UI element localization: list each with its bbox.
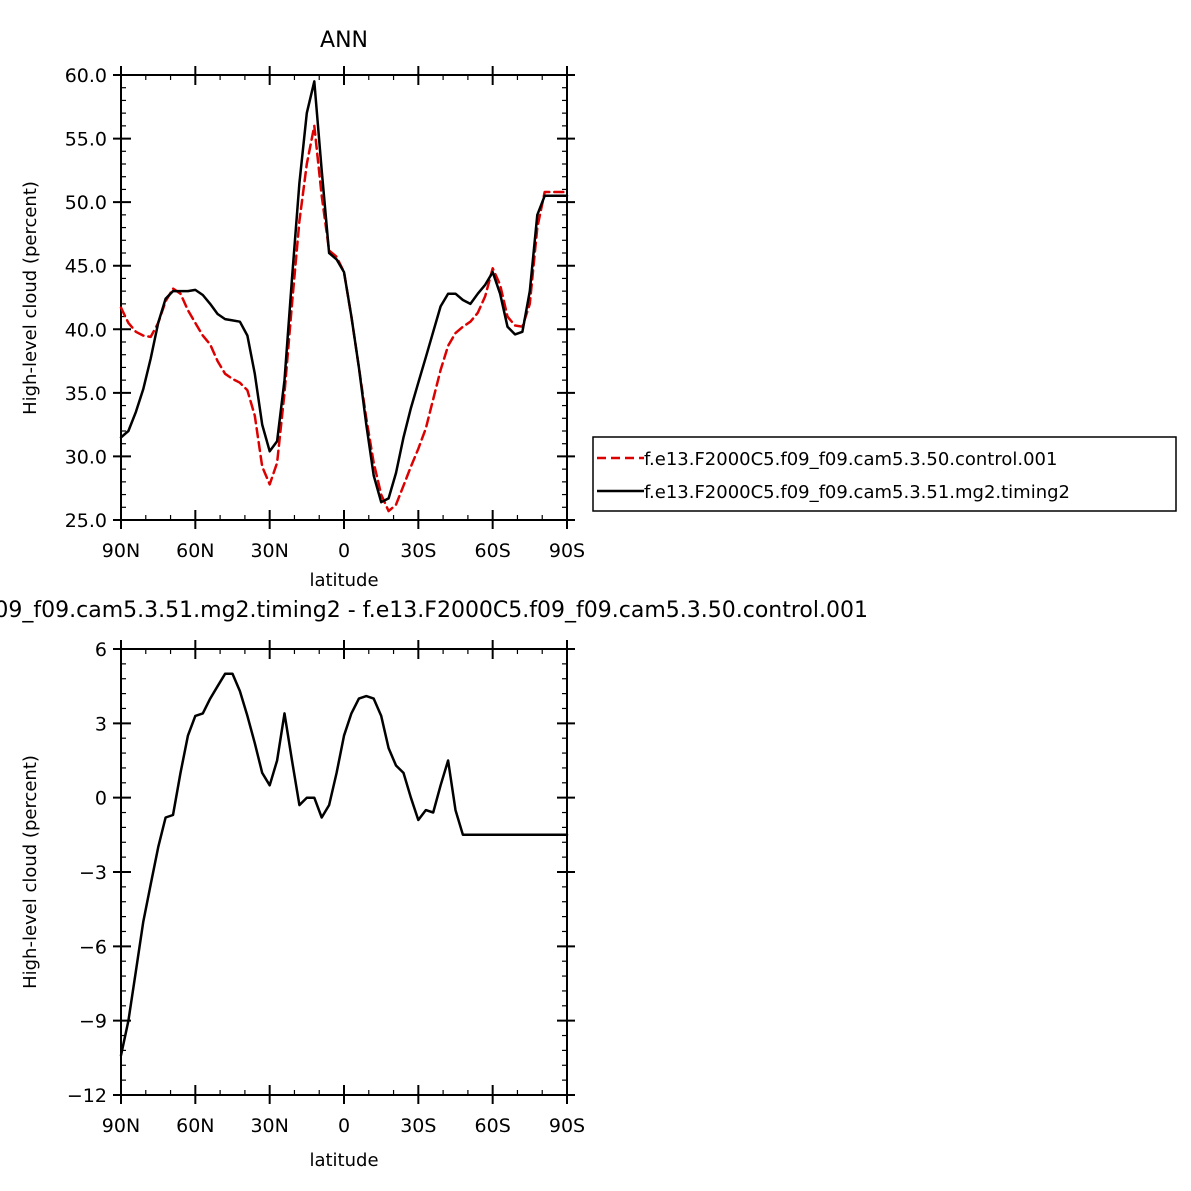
y-tick-label: 45.0 bbox=[65, 256, 107, 278]
x-tick-label: 60N bbox=[176, 540, 214, 562]
top-series-group bbox=[119, 80, 569, 513]
x-tick-label: 60N bbox=[176, 1115, 214, 1137]
top-x-axis-label: latitude bbox=[309, 570, 378, 591]
y-tick-label: 60.0 bbox=[65, 65, 107, 87]
y-tick-label: 40.0 bbox=[65, 319, 107, 341]
bottom-series-line-0 bbox=[119, 672, 569, 1057]
y-tick-label: 6 bbox=[95, 639, 107, 661]
top-chart-title: ANN bbox=[320, 28, 368, 53]
y-tick-label: 0 bbox=[95, 788, 107, 810]
bottom-panel: f.e13.F2000C5.f09_f09.cam5.3.51.mg2.timi… bbox=[0, 598, 868, 1171]
x-tick-label: 30S bbox=[400, 540, 436, 562]
x-tick-label: 90N bbox=[102, 540, 140, 562]
bottom-series-group bbox=[119, 672, 569, 1057]
top-y-axis-label: High-level cloud (percent) bbox=[20, 181, 41, 415]
y-tick-label: 35.0 bbox=[65, 383, 107, 405]
x-tick-label: 30S bbox=[400, 1115, 436, 1137]
y-tick-label: −12 bbox=[67, 1085, 107, 1107]
x-tick-label: 60S bbox=[475, 1115, 511, 1137]
x-tick-label: 0 bbox=[338, 540, 350, 562]
bottom-y-axis-label: High-level cloud (percent) bbox=[20, 755, 41, 989]
y-tick-label: 30.0 bbox=[65, 446, 107, 468]
top-series-line-0 bbox=[119, 124, 569, 513]
y-tick-label: 50.0 bbox=[65, 192, 107, 214]
top-series-line-1 bbox=[119, 80, 569, 504]
top-panel: ANN 90N 60N 30N 0 30S 60S 90S 25.0 30.0 35.0 40.0 4… bbox=[20, 28, 585, 591]
bottom-x-axis-label: latitude bbox=[309, 1150, 378, 1171]
y-tick-label: −3 bbox=[79, 862, 107, 884]
y-tick-label: 3 bbox=[95, 713, 107, 735]
x-tick-label: 90S bbox=[549, 540, 585, 562]
bottom-ticks: 90N 60N 30N 0 30S 60S 90S −12 −9 −6 −3 0 3 6 bbox=[67, 639, 585, 1137]
legend-box bbox=[592, 436, 1177, 512]
x-tick-label: 90S bbox=[549, 1115, 585, 1137]
x-tick-label: 30N bbox=[250, 540, 288, 562]
bottom-plot-frame bbox=[120, 648, 568, 1096]
x-tick-label: 0 bbox=[338, 1115, 350, 1137]
legend-label-control: f.e13.F2000C5.f09_f09.cam5.3.50.control.… bbox=[644, 449, 1057, 470]
bottom-chart-title: f.e13.F2000C5.f09_f09.cam5.3.51.mg2.timi… bbox=[0, 598, 868, 623]
y-tick-label: −9 bbox=[79, 1011, 107, 1033]
x-tick-label: 30N bbox=[250, 1115, 288, 1137]
x-tick-label: 90N bbox=[102, 1115, 140, 1137]
top-ticks: 90N 60N 30N 0 30S 60S 90S 25.0 30.0 35.0 40.0 45.0 5… bbox=[65, 65, 585, 562]
legend-label-timing: f.e13.F2000C5.f09_f09.cam5.3.51.mg2.timi… bbox=[644, 482, 1070, 503]
x-tick-label: 60S bbox=[475, 540, 511, 562]
y-tick-label: 55.0 bbox=[65, 129, 107, 151]
y-tick-label: −6 bbox=[79, 936, 107, 958]
y-tick-label: 25.0 bbox=[65, 510, 107, 532]
legend: f.e13.F2000C5.f09_f09.cam5.3.50.control.… bbox=[592, 436, 1177, 512]
